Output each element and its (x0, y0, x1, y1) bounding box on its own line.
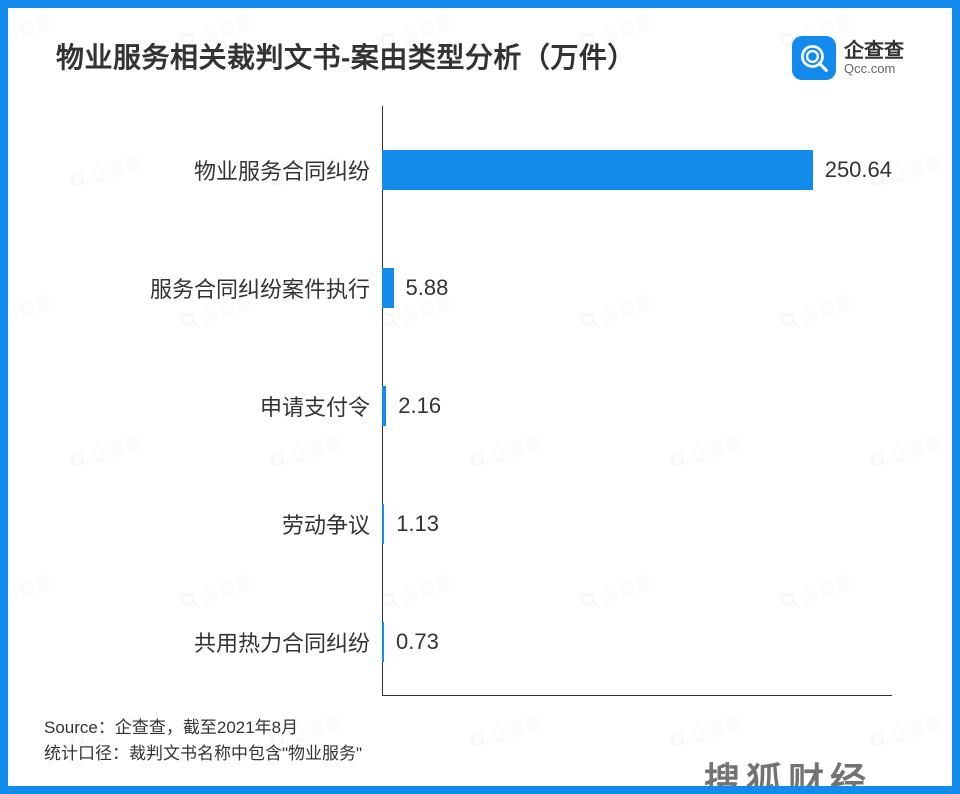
logo-en: Qcc.com (844, 62, 904, 76)
bar-label: 共用热力合同纠纷 (62, 626, 382, 658)
bar-label: 劳动争议 (62, 508, 382, 540)
bar-label: 物业服务合同纠纷 (62, 154, 382, 186)
watermark-item: 企查查 (8, 287, 56, 335)
bar-row: 共用热力合同纠纷0.73 (382, 622, 892, 662)
bar-row: 物业服务合同纠纷250.64 (382, 150, 892, 190)
bar-value: 1.13 (384, 511, 439, 537)
bar-label: 申请支付令 (62, 390, 382, 422)
watermark-item: 企查查 (8, 8, 56, 55)
chart-title: 物业服务相关裁判文书-案由类型分析（万件） (56, 36, 636, 76)
logo-icon (792, 36, 836, 80)
bar-rect (382, 150, 813, 190)
chart-card: 企查查企查查企查查企查查企查查企查查企查查企查查企查查企查查企查查企查查企查查企… (8, 8, 952, 786)
logo-cn: 企查查 (844, 40, 904, 62)
watermark-item: 企查查 (666, 707, 746, 755)
bar-row: 劳动争议1.13 (382, 504, 892, 544)
bar-row: 服务合同纠纷案件执行5.88 (382, 268, 892, 308)
bars-container: 物业服务合同纠纷250.64服务合同纠纷案件执行5.88申请支付令2.16劳动争… (56, 106, 892, 696)
brand-logo: 企查查 Qcc.com (792, 36, 904, 80)
footer-line-2: 统计口径：裁判文书名称中包含"物业服务" (44, 741, 362, 767)
source-footer: Source：企查查，截至2021年8月 统计口径：裁判文书名称中包含"物业服务… (44, 715, 362, 766)
watermark-item: 企查查 (8, 567, 56, 615)
bar-label: 服务合同纠纷案件执行 (62, 272, 382, 304)
bar-chart: 物业服务合同纠纷250.64服务合同纠纷案件执行5.88申请支付令2.16劳动争… (56, 106, 892, 696)
logo-text: 企查查 Qcc.com (844, 40, 904, 76)
header: 物业服务相关裁判文书-案由类型分析（万件） 企查查 Qcc.com (56, 36, 904, 80)
footer-line-1: Source：企查查，截至2021年8月 (44, 715, 362, 741)
bar-value: 2.16 (386, 393, 441, 419)
bar-rect (382, 268, 394, 308)
watermark-item: 企查查 (866, 707, 946, 755)
bar-value: 5.88 (394, 275, 449, 301)
bar-value: 0.73 (384, 629, 439, 655)
partial-overlay-text: 搜狐财经 (704, 752, 872, 786)
bar-row: 申请支付令2.16 (382, 386, 892, 426)
outer-frame: 企查查企查查企查查企查查企查查企查查企查查企查查企查查企查查企查查企查查企查查企… (0, 0, 960, 794)
watermark-item: 企查查 (466, 707, 546, 755)
bar-value: 250.64 (813, 157, 892, 183)
